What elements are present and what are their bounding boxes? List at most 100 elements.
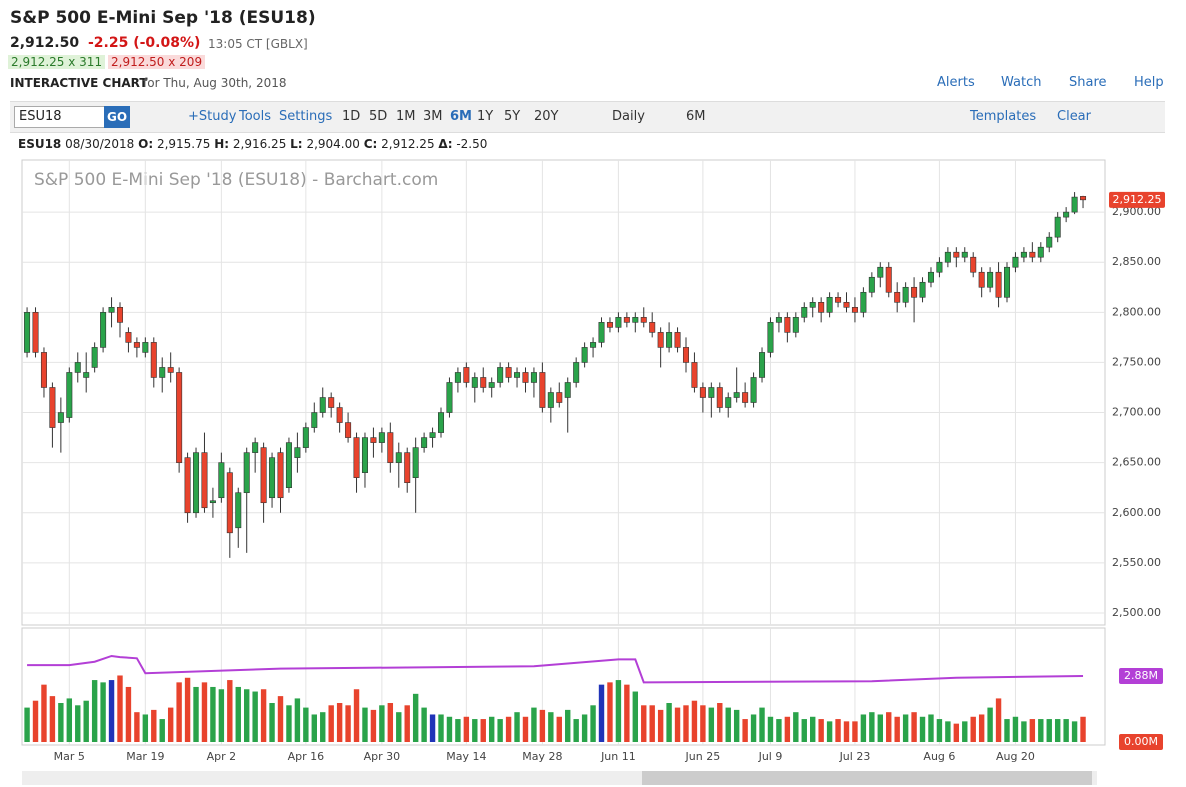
x-tick-label: Apr 30	[364, 750, 401, 763]
link-watch[interactable]: Watch	[1001, 75, 1042, 90]
volume-bar	[843, 721, 850, 742]
link-alerts[interactable]: Alerts	[937, 75, 975, 90]
candle-body	[1046, 236, 1053, 248]
volume-bar	[1038, 719, 1044, 742]
volume-bar	[835, 719, 841, 742]
volume-bar	[565, 709, 571, 742]
volume-bar	[759, 707, 765, 742]
period-button[interactable]: 1M	[396, 109, 416, 124]
candle-body	[285, 442, 292, 489]
volume-bar	[531, 707, 537, 742]
candle-body	[615, 317, 622, 328]
candle-body	[691, 362, 698, 388]
candle-body	[1037, 246, 1044, 258]
candle-body	[1004, 266, 1011, 298]
templates[interactable]: Templates	[970, 109, 1037, 124]
volume-bar	[1004, 719, 1010, 742]
candle-body	[868, 276, 875, 293]
volume-bar	[32, 700, 39, 742]
chart-watermark: S&P 500 E-Mini Sep '18 (ESU18) - Barchar…	[34, 170, 438, 190]
candle-body	[581, 347, 588, 363]
candle-body	[894, 291, 901, 303]
candle-body	[471, 377, 478, 388]
candle-body	[995, 271, 1002, 298]
candle-body	[1071, 196, 1078, 213]
volume-bar	[66, 698, 73, 742]
volume-average	[27, 654, 1084, 684]
volume-bar	[514, 712, 520, 742]
ohlc-value: 2,915.75	[156, 137, 211, 151]
candle-body	[412, 447, 419, 478]
volume-bar	[911, 712, 917, 742]
period-button[interactable]: 5Y	[504, 109, 521, 124]
candle-body	[885, 266, 892, 293]
period-button[interactable]: 1D	[342, 109, 361, 124]
volume-tick-label: 2.88M	[1124, 669, 1158, 682]
period-button[interactable]: 6M	[450, 109, 472, 124]
x-tick-label: Jul 9	[758, 750, 783, 763]
candle-body	[176, 372, 183, 463]
candle-body	[961, 251, 968, 258]
go-button[interactable]: GO	[104, 106, 130, 128]
volume-bar	[953, 723, 960, 742]
volume-bar	[733, 709, 740, 742]
ohlc-value: -2.50	[456, 137, 488, 151]
period-button[interactable]: 1Y	[477, 109, 494, 124]
candle-body	[767, 322, 774, 353]
y-tick-label: 2,850.00	[1112, 255, 1161, 268]
range[interactable]: 6M	[686, 109, 706, 124]
volume-bar	[683, 705, 689, 742]
period-button[interactable]: 20Y	[534, 109, 559, 124]
period-button[interactable]: 3M	[423, 109, 443, 124]
tools[interactable]: Tools	[239, 109, 272, 124]
link-help[interactable]: Help	[1134, 75, 1164, 90]
volume-bar	[522, 716, 529, 742]
volume-bar	[598, 684, 605, 742]
ohlc-value: 2,904.00	[306, 137, 360, 151]
volume-bar	[615, 680, 622, 742]
volume-bar	[1071, 721, 1078, 742]
candle-body	[775, 317, 782, 323]
volume-bar	[480, 719, 486, 742]
symbol-input[interactable]: ESU18	[14, 106, 105, 128]
scroll-thumb[interactable]	[642, 771, 1092, 785]
candle-body	[835, 296, 842, 303]
interval[interactable]: Daily	[612, 109, 645, 124]
y-tick-label: 2,500.00	[1112, 606, 1161, 619]
volume-bar	[91, 680, 98, 742]
candle-body	[74, 362, 81, 373]
volume-bar	[852, 721, 858, 742]
volume-bar	[539, 709, 546, 742]
bid: 2,912.25 x 311	[8, 55, 106, 69]
study[interactable]: +Study	[188, 109, 237, 124]
chart-date: for Thu, Aug 30th, 2018	[143, 76, 287, 90]
x-tick-label: Aug 6	[923, 750, 955, 763]
candle-body	[1063, 211, 1070, 218]
candle-body	[944, 251, 951, 263]
candle-body	[429, 432, 436, 438]
volume-bar	[24, 707, 30, 742]
volume-bar	[235, 686, 241, 742]
candle-body	[970, 256, 977, 273]
link-share[interactable]: Share	[1069, 75, 1107, 90]
candle-body	[378, 432, 385, 443]
volume-bar	[691, 700, 698, 742]
candle-body	[877, 266, 884, 278]
last-price-label: 2,912.25	[1113, 193, 1162, 206]
volume-bar	[818, 719, 824, 742]
x-tick-label: May 28	[522, 750, 562, 763]
clear[interactable]: Clear	[1057, 109, 1091, 124]
candle-body	[454, 372, 461, 383]
volume-bar	[294, 698, 301, 742]
volume-bar	[176, 682, 182, 742]
volume-bar	[1021, 721, 1027, 742]
candle-body	[387, 432, 394, 463]
candle-body	[125, 332, 132, 343]
volume-panel	[21, 627, 1106, 746]
period-button[interactable]: 5D	[369, 109, 388, 124]
volume-bar	[1029, 719, 1036, 742]
candle-body	[1029, 251, 1036, 258]
candle-body	[336, 407, 343, 423]
volume-bar	[632, 691, 639, 742]
settings[interactable]: Settings	[279, 109, 333, 124]
